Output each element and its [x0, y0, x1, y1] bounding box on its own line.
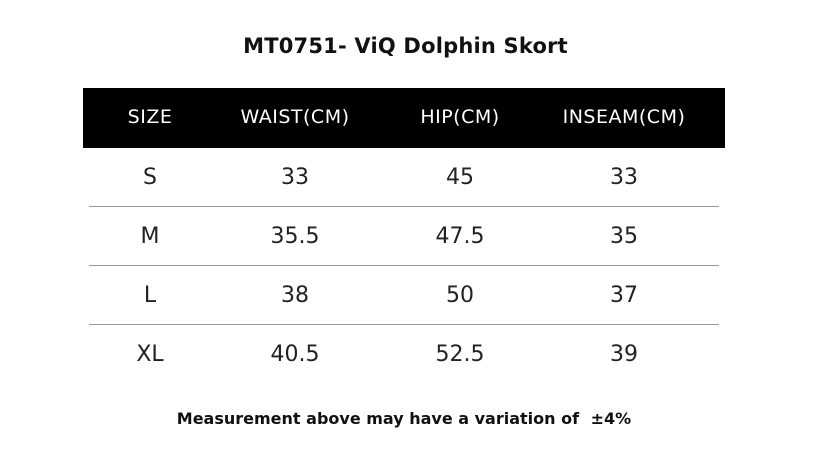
inseam-cell: 37	[610, 283, 638, 308]
table-row: S 33 45 33	[83, 148, 725, 207]
row-divider	[89, 265, 719, 266]
row-divider	[89, 324, 719, 325]
size-cell: S	[143, 165, 157, 190]
hip-cell: 47.5	[435, 224, 485, 249]
tolerance-value: ±4%	[590, 409, 632, 428]
inseam-cell: 33	[610, 165, 638, 190]
header-waist: WAIST(CM)	[240, 106, 350, 128]
waist-cell: 33	[281, 165, 309, 190]
size-chart-table: SIZE WAIST(CM) HIP(CM) INSEAM(CM) S 33 4…	[83, 88, 725, 384]
hip-cell: 50	[446, 283, 474, 308]
hip-cell: 45	[446, 165, 474, 190]
measurement-note: Measurement above may have a variation o…	[0, 409, 808, 428]
size-cell: M	[140, 224, 160, 249]
measurement-note-text: Measurement above may have a variation o…	[176, 409, 580, 428]
header-size: SIZE	[127, 106, 173, 128]
size-cell: XL	[136, 342, 164, 367]
table-row: M 35.5 47.5 35	[83, 207, 725, 266]
waist-cell: 38	[281, 283, 309, 308]
header-inseam: INSEAM(CM)	[562, 106, 686, 128]
table-header-row: SIZE WAIST(CM) HIP(CM) INSEAM(CM)	[83, 88, 725, 148]
size-cell: L	[143, 283, 157, 308]
row-divider	[89, 206, 719, 207]
table-row: XL 40.5 52.5 39	[83, 325, 725, 384]
inseam-cell: 39	[610, 342, 638, 367]
inseam-cell: 35	[610, 224, 638, 249]
table-row: L 38 50 37	[83, 266, 725, 325]
header-hip: HIP(CM)	[420, 106, 500, 128]
page-title: MT0751- ViQ Dolphin Skort	[243, 34, 568, 58]
waist-cell: 35.5	[270, 224, 320, 249]
waist-cell: 40.5	[270, 342, 320, 367]
hip-cell: 52.5	[435, 342, 485, 367]
